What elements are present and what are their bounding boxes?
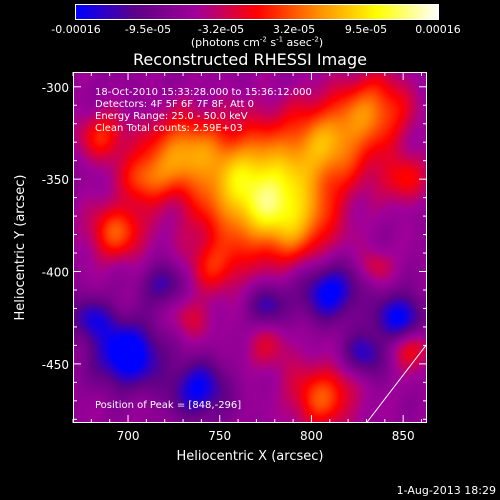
colorbar [75,4,439,20]
footer-date: 1-Aug-2013 18:29 [396,484,496,497]
heatmap-image [74,73,426,422]
x-tick-label: 700 [117,429,140,443]
chart-title: Reconstructed RHESSI Image [133,50,367,69]
colorbar-tick-label: -3.2e-05 [197,23,245,36]
plot-overlay: 18-Oct-2010 15:33:28.000 to 15:36:12.000… [95,87,426,422]
y-tick-label: -450 [42,358,69,372]
x-axis-label: Heliocentric X (arcsec) [177,449,324,464]
observation-info-line: Clean Total counts: 2.59E+03 [95,123,243,134]
y-tick-label: -350 [42,173,69,187]
solar-limb-line [366,344,426,422]
y-tick-label: -400 [42,266,69,280]
observation-info-line: 18-Oct-2010 15:33:28.000 to 15:36:12.000 [95,87,312,98]
observation-info-line: Energy Range: 25.0 - 50.0 keV [95,111,248,122]
colorbar-tick-label: -9.5e-05 [124,23,172,36]
colorbar-tick-label: 3.2e-05 [272,23,316,36]
y-tick-label: -300 [42,81,69,95]
colorbar-tick-label: 0.00016 [415,23,461,36]
colorbar-tick-label: 9.5e-05 [344,23,388,36]
colorbar-tick-label: -0.00016 [51,23,101,36]
x-tick-label: 750 [208,429,231,443]
plot-area: 18-Oct-2010 15:33:28.000 to 15:36:12.000… [73,72,427,423]
x-tick-label: 850 [392,429,415,443]
x-tick-label: 800 [300,429,323,443]
observation-info-line: Detectors: 4F 5F 6F 7F 8F, Att 0 [95,99,254,110]
peak-position-label: Position of Peak = [848,-296] [95,400,241,411]
y-axis-label: Heliocentric Y (arcsec) [13,175,28,321]
colorbar-units-label: (photons cm-2 s-1 asec-2) [190,35,324,49]
